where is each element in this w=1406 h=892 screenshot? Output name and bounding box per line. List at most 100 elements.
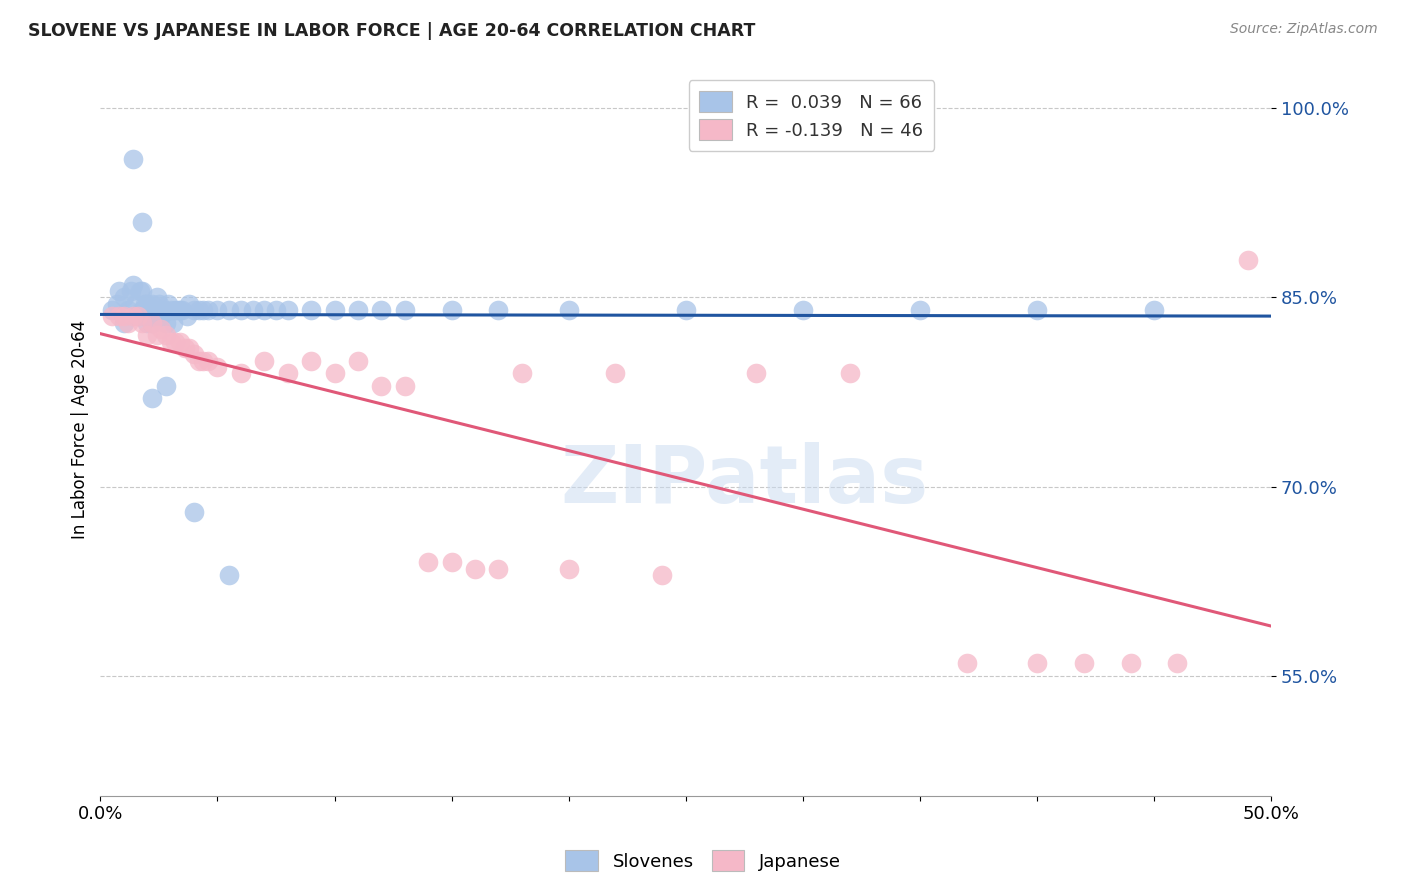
Point (323, 303, 346, 318)
Point (105, 297, 128, 311)
Point (675, 303, 697, 318)
Point (253, 303, 276, 318)
Point (122, 152, 145, 166)
Point (127, 310, 149, 324)
Point (299, 303, 322, 318)
Point (101, 310, 124, 324)
Point (1236, 252, 1258, 267)
Point (138, 303, 160, 318)
Text: ZIPatlas: ZIPatlas (560, 442, 928, 520)
Point (179, 341, 201, 355)
Point (183, 303, 205, 318)
Point (155, 328, 177, 343)
Point (1026, 303, 1049, 318)
Point (120, 284, 142, 298)
Point (394, 378, 416, 392)
Point (193, 353, 215, 368)
Point (838, 366, 860, 380)
Point (101, 303, 124, 318)
Point (277, 366, 299, 380)
Point (145, 303, 167, 318)
Point (117, 303, 139, 318)
Point (792, 303, 814, 318)
Legend: Slovenes, Japanese: Slovenes, Japanese (558, 843, 848, 879)
Point (557, 303, 579, 318)
Point (1026, 657, 1049, 671)
Point (159, 303, 181, 318)
Point (134, 297, 156, 311)
Point (299, 353, 322, 368)
Point (1119, 657, 1142, 671)
Point (131, 284, 153, 298)
Point (557, 562, 579, 576)
Point (169, 334, 191, 349)
Point (229, 366, 252, 380)
Point (136, 316, 159, 330)
Point (145, 290, 167, 304)
Point (510, 366, 533, 380)
Point (277, 303, 299, 318)
Point (179, 297, 201, 311)
Point (152, 303, 174, 318)
Point (122, 310, 145, 324)
Point (218, 568, 240, 582)
Point (136, 328, 159, 343)
Point (253, 353, 276, 368)
Text: Source: ZipAtlas.com: Source: ZipAtlas.com (1230, 22, 1378, 37)
Point (347, 353, 370, 368)
Point (159, 334, 181, 349)
Point (908, 303, 931, 318)
Point (155, 316, 177, 330)
Point (129, 284, 152, 298)
Point (207, 303, 229, 318)
Point (651, 568, 673, 582)
Point (183, 347, 205, 361)
Point (124, 297, 146, 311)
Point (148, 297, 170, 311)
Point (605, 366, 627, 380)
Point (108, 310, 131, 324)
Point (464, 562, 486, 576)
Point (486, 562, 509, 576)
Text: SLOVENE VS JAPANESE IN LABOR FORCE | AGE 20-64 CORRELATION CHART: SLOVENE VS JAPANESE IN LABOR FORCE | AGE… (28, 22, 755, 40)
Point (956, 657, 979, 671)
Point (193, 303, 215, 318)
Point (1166, 657, 1188, 671)
Point (1073, 657, 1095, 671)
Point (112, 310, 135, 324)
Point (1143, 303, 1166, 318)
Point (150, 322, 173, 336)
Legend: R =  0.039   N = 66, R = -0.139   N = 46: R = 0.039 N = 66, R = -0.139 N = 46 (689, 80, 934, 151)
Point (440, 555, 463, 569)
Point (143, 303, 166, 318)
Point (347, 303, 370, 318)
Point (218, 303, 240, 318)
Point (136, 297, 159, 311)
Y-axis label: In Labor Force | Age 20-64: In Labor Force | Age 20-64 (72, 320, 89, 540)
Point (141, 297, 163, 311)
Point (486, 303, 509, 318)
Point (418, 555, 440, 569)
Point (242, 303, 264, 318)
Point (150, 310, 173, 324)
Point (169, 303, 191, 318)
Point (172, 303, 194, 318)
Point (323, 366, 346, 380)
Point (370, 378, 392, 392)
Point (176, 310, 198, 324)
Point (141, 316, 163, 330)
Point (207, 359, 229, 374)
Point (187, 303, 209, 318)
Point (197, 353, 219, 368)
Point (141, 392, 163, 406)
Point (131, 316, 153, 330)
Point (117, 316, 139, 330)
Point (145, 328, 167, 343)
Point (122, 277, 145, 292)
Point (112, 316, 135, 330)
Point (108, 284, 131, 298)
Point (197, 303, 219, 318)
Point (264, 303, 287, 318)
Point (165, 334, 187, 349)
Point (394, 303, 416, 318)
